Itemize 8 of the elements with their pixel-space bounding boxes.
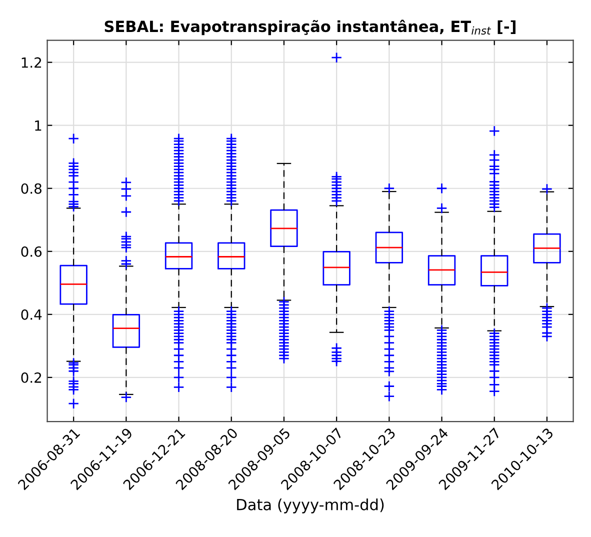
chart-title: SEBAL: Evapotranspiração instantânea, ET$_{inst}$ [-]	[104, 20, 516, 36]
y-tick-label: 1.2	[22, 57, 42, 68]
y-tick-label: 0.6	[21, 246, 42, 257]
y-tick-label: 0.8	[21, 183, 42, 194]
x-axis-title: Data (yyyy-mm-dd)	[237, 498, 384, 514]
y-tick-label: 0.4	[21, 309, 42, 320]
y-tick-label: 0.2	[21, 372, 42, 383]
y-tick-label: 1	[35, 120, 42, 131]
